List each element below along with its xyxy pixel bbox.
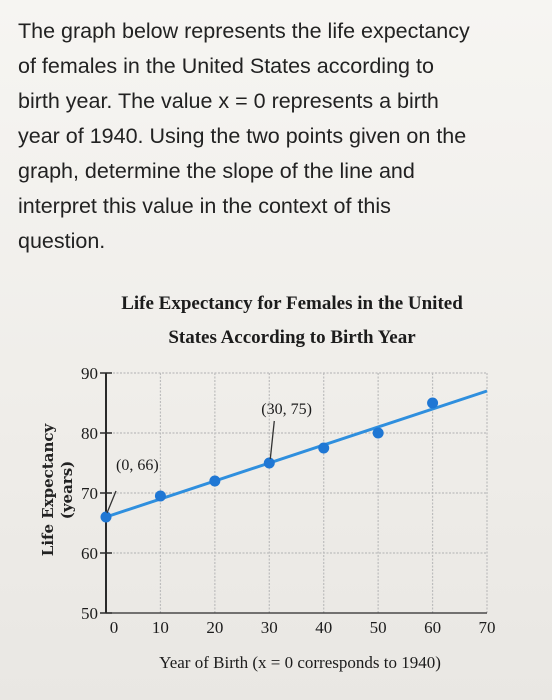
- annotations: (0, 66) (30, 75): [106, 401, 312, 514]
- y-axis-label-line2: (years): [58, 461, 76, 520]
- x-tick-label-20: 20: [206, 618, 223, 637]
- data-point-0: [100, 511, 112, 523]
- annotation-label-1: (30, 75): [261, 401, 312, 418]
- data-point-3: [263, 457, 275, 469]
- x-tick-label-50: 50: [370, 618, 387, 637]
- data-point-6: [427, 397, 439, 409]
- y-tick-label-80: 80: [81, 424, 98, 443]
- y-tick-label-90: 90: [81, 364, 98, 383]
- chart-title-line2: States According to Birth Year: [168, 327, 416, 348]
- x-tick-label-10: 10: [152, 618, 169, 637]
- y-tick-label-70: 70: [81, 484, 98, 503]
- annotation-pointer-1: [269, 420, 275, 460]
- x-tick-label-70: 70: [479, 618, 496, 637]
- data-point-5: [372, 427, 384, 439]
- data-point-4: [318, 442, 330, 454]
- chart-grid: [106, 372, 488, 613]
- y-tick-label-50: 50: [81, 604, 98, 623]
- y-axis-label: Life Expectancy (years): [39, 423, 76, 557]
- annotation-label-0: (0, 66): [116, 457, 159, 474]
- y-tick-label-60: 60: [81, 544, 98, 563]
- chart-title-line1: Life Expectancy for Females in the Unite…: [121, 293, 463, 314]
- annotation-pointer-0: [106, 490, 117, 514]
- x-axis-label: Year of Birth (x = 0 corresponds to 1940…: [159, 653, 441, 672]
- x-tick-label-0: 0: [110, 618, 119, 637]
- x-tick-label-40: 40: [315, 618, 332, 637]
- y-axis-label-line1: Life Expectancy: [39, 423, 57, 557]
- x-tick-label-60: 60: [424, 618, 441, 637]
- data-point-1: [154, 490, 166, 502]
- data-point-2: [209, 475, 221, 487]
- question-text: The graph below represents the life expe…: [18, 19, 470, 253]
- chart-ticks: 50 60 70 80 90 0 10 20 30 40 50 60 70: [81, 364, 496, 637]
- trend-line: [105, 389, 488, 519]
- x-tick-label-30: 30: [261, 618, 278, 637]
- data-points: [100, 397, 439, 523]
